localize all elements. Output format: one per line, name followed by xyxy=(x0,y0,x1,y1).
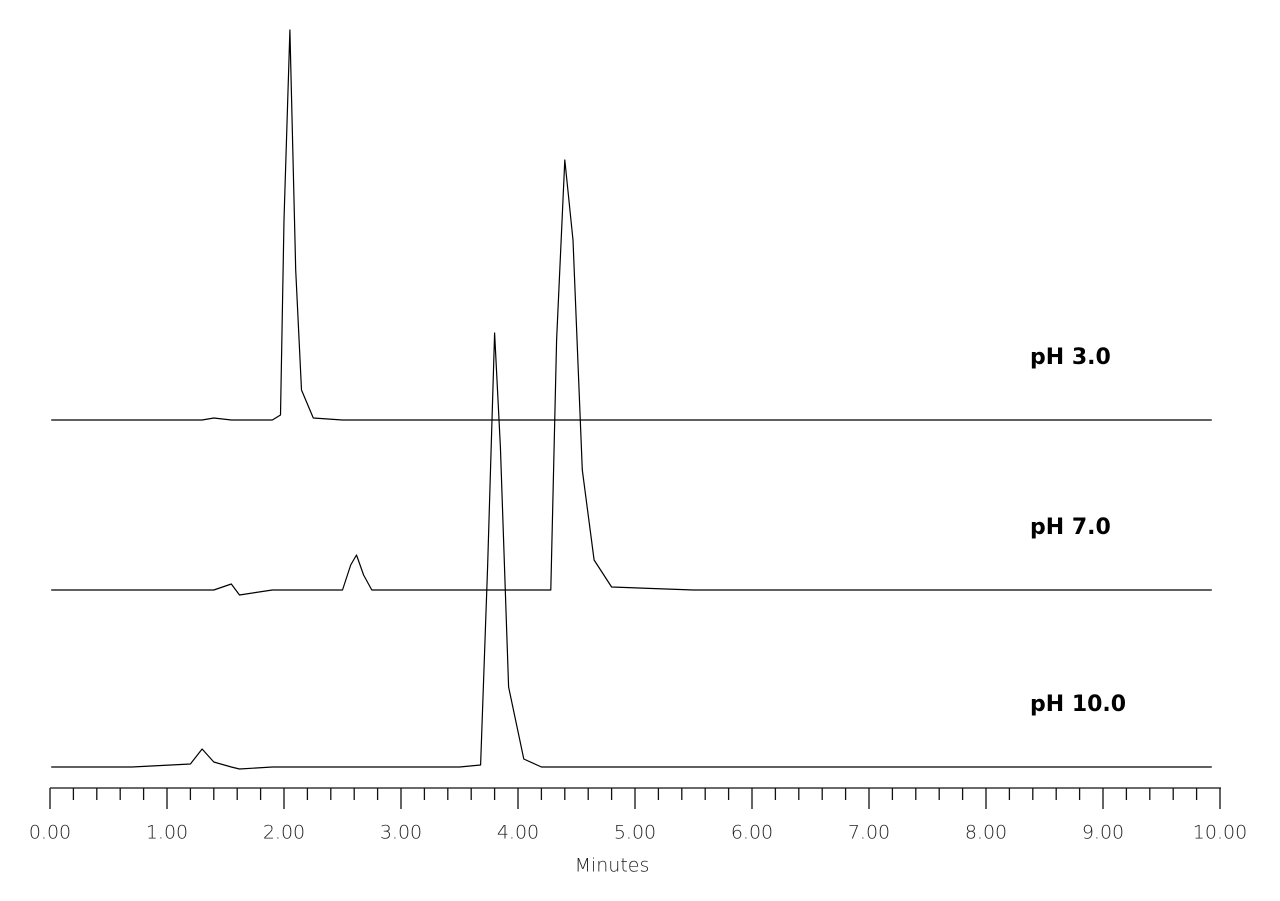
x-tick-label: 10.00 xyxy=(1193,822,1247,844)
x-tick-label: 0.00 xyxy=(29,822,71,844)
x-tick-label: 8.00 xyxy=(965,822,1007,844)
x-tick-label: 1.00 xyxy=(146,822,188,844)
x-tick-label: 9.00 xyxy=(1082,822,1124,844)
x-tick-label: 4.00 xyxy=(497,822,539,844)
trace xyxy=(51,332,1212,770)
trace xyxy=(51,159,1212,596)
series-label: pH 3.0 xyxy=(1030,345,1111,370)
x-tick-label: 7.00 xyxy=(848,822,890,844)
x-tick-label: 2.00 xyxy=(263,822,305,844)
x-tick-label: 3.00 xyxy=(380,822,422,844)
x-tick-label: 5.00 xyxy=(614,822,656,844)
series-label: pH 7.0 xyxy=(1030,515,1111,540)
series-label: pH 10.0 xyxy=(1030,692,1126,717)
x-tick-label: 6.00 xyxy=(731,822,773,844)
trace xyxy=(51,29,1212,421)
x-axis-label: Minutes xyxy=(575,855,650,877)
